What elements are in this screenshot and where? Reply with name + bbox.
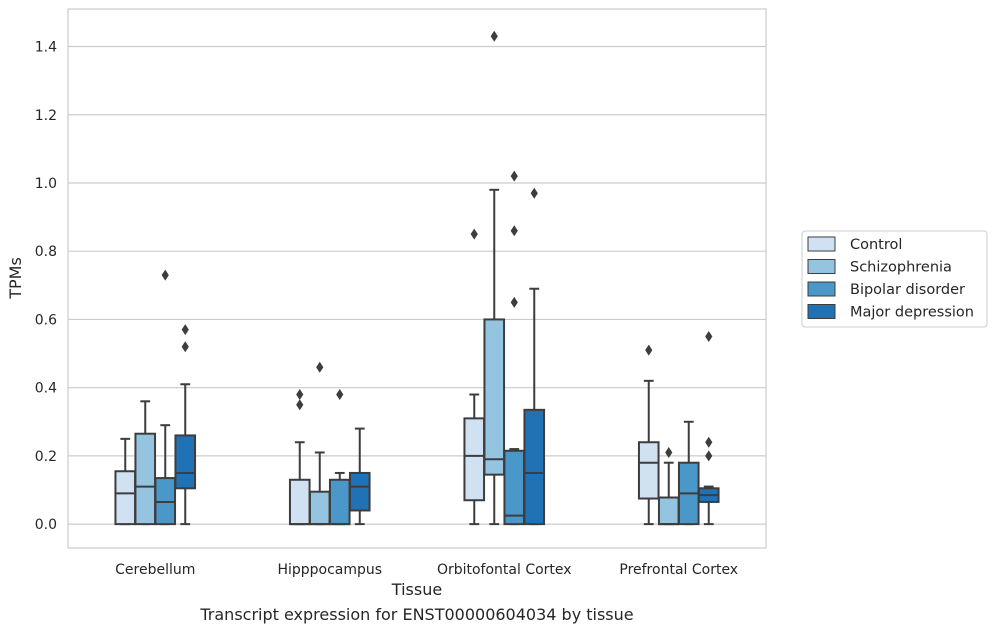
y-tick-label: 0.8 — [35, 244, 57, 260]
outlier-marker — [336, 388, 344, 400]
plot-area — [67, 8, 767, 549]
outlier-marker — [510, 296, 518, 308]
legend-label: Major depression — [850, 305, 974, 321]
box-schizophrenia — [657, 446, 680, 526]
box-major-depression — [697, 330, 720, 526]
legend-swatch — [807, 259, 836, 274]
outlier-marker — [705, 330, 713, 342]
x-tick-label: Orbitofontal Cortex — [437, 562, 572, 578]
box-major-depression — [348, 427, 371, 526]
box-major-depression — [174, 324, 197, 526]
box-schizophrenia — [134, 400, 157, 526]
box-body — [657, 496, 680, 526]
boxes-layer — [114, 30, 720, 526]
box-body — [483, 318, 506, 476]
box-body — [328, 478, 351, 526]
outlier-marker — [181, 341, 189, 353]
legend-swatch — [807, 281, 836, 297]
box-control — [637, 344, 660, 526]
y-tick-label: 1.0 — [35, 176, 57, 192]
box-bipolar-disorder — [677, 420, 700, 526]
outlier-marker — [510, 225, 518, 237]
box-body — [503, 449, 526, 526]
outlier-marker — [510, 170, 518, 182]
legend-frame — [801, 230, 988, 328]
x-tick-label: Hipppocampus — [277, 562, 382, 578]
outlier-marker — [490, 30, 498, 42]
outlier-marker — [705, 450, 713, 462]
y-tick-label: 1.2 — [35, 108, 57, 124]
outlier-marker — [645, 344, 653, 356]
x-tick-label: Cerebellum — [115, 562, 195, 578]
box-schizophrenia — [483, 30, 506, 526]
box-body — [114, 470, 137, 526]
y-axis-label: TPMs — [6, 257, 25, 300]
legend-swatch — [807, 236, 836, 252]
y-tick-label: 0.2 — [35, 449, 57, 465]
y-tick-label: 0.6 — [35, 312, 57, 328]
box-control — [463, 228, 486, 526]
x-axis-label: Tissue — [391, 580, 442, 599]
box-body — [308, 490, 331, 526]
box-major-depression — [523, 187, 546, 526]
legend-label: Bipolar disorder — [850, 282, 965, 298]
box-body — [134, 432, 157, 526]
box-body — [523, 408, 546, 526]
outlier-marker — [161, 269, 169, 281]
outlier-marker — [296, 399, 304, 411]
legend: Control Schizophrenia Bipolar disorder Majo… — [801, 230, 988, 328]
y-axis: 0.0 0.2 0.4 0.6 0.8 1.0 1.2 1.4 — [35, 40, 57, 534]
x-tick-label: Prefrontal Cortex — [619, 562, 738, 578]
y-tick-label: 1.4 — [35, 40, 57, 56]
legend-swatch — [807, 304, 836, 319]
y-tick-label: 0.0 — [35, 517, 57, 533]
outlier-marker — [181, 324, 189, 336]
box-body — [348, 471, 371, 512]
x-axis: Cerebellum Hipppocampus Orbitofontal Corte… — [115, 562, 738, 578]
outlier-marker — [316, 361, 324, 373]
box-body — [174, 434, 197, 490]
outlier-marker — [296, 388, 304, 400]
legend-label: Schizophrenia — [850, 260, 952, 276]
outlier-marker — [530, 187, 538, 199]
figure-caption: Transcript expression for ENST0000060403… — [200, 605, 634, 624]
box-body — [463, 417, 486, 502]
box-bipolar-disorder — [328, 388, 351, 526]
box-bipolar-disorder — [154, 269, 177, 526]
legend-label: Control — [850, 237, 902, 253]
box-body — [637, 441, 660, 500]
box-body — [288, 478, 311, 526]
outlier-marker — [470, 228, 478, 240]
outlier-marker — [705, 436, 713, 448]
outlier-marker — [665, 446, 673, 458]
y-tick-label: 0.4 — [35, 381, 57, 397]
